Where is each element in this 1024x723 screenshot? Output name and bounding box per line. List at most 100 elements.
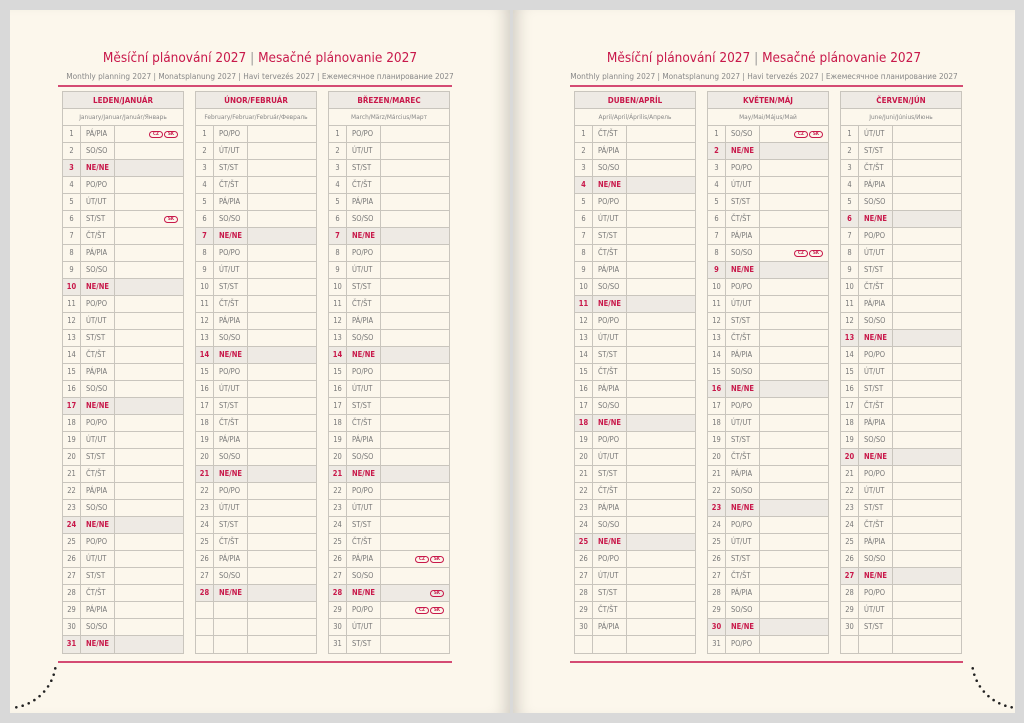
day-row[interactable]: 1 PÁ/PIA CZ SK bbox=[63, 126, 183, 143]
day-row[interactable]: 20 SO/SO bbox=[196, 449, 316, 466]
day-row[interactable]: 7 PO/PO bbox=[841, 228, 961, 245]
day-row[interactable]: 11 ČT/ŠT bbox=[329, 296, 449, 313]
day-row[interactable]: 24 ČT/ŠT bbox=[841, 517, 961, 534]
day-row[interactable]: 31 ST/ST bbox=[329, 636, 449, 653]
day-note-field[interactable] bbox=[760, 619, 828, 635]
day-row[interactable]: 22 PÁ/PIA bbox=[63, 483, 183, 500]
day-note-field[interactable] bbox=[893, 194, 961, 210]
day-note-field[interactable]: CZ SK bbox=[115, 126, 183, 142]
day-note-field[interactable] bbox=[381, 364, 449, 380]
day-note-field[interactable] bbox=[381, 245, 449, 261]
day-note-field[interactable]: CZ SK bbox=[760, 245, 828, 261]
day-note-field[interactable] bbox=[248, 585, 316, 601]
day-note-field[interactable] bbox=[893, 449, 961, 465]
day-row[interactable]: 1 PO/PO bbox=[329, 126, 449, 143]
day-row[interactable]: 5 ÚT/UT bbox=[63, 194, 183, 211]
day-note-field[interactable] bbox=[893, 143, 961, 159]
day-note-field[interactable] bbox=[115, 398, 183, 414]
day-row[interactable]: 26 ST/ST bbox=[708, 551, 828, 568]
day-note-field[interactable] bbox=[115, 432, 183, 448]
day-note-field[interactable]: SK bbox=[115, 211, 183, 227]
day-row[interactable]: 17 NE/NE bbox=[63, 398, 183, 415]
day-row[interactable]: 21 PO/PO bbox=[841, 466, 961, 483]
day-note-field[interactable] bbox=[115, 551, 183, 567]
day-note-field[interactable] bbox=[381, 177, 449, 193]
day-row[interactable]: 29 SO/SO bbox=[708, 602, 828, 619]
day-note-field[interactable] bbox=[248, 177, 316, 193]
day-note-field[interactable] bbox=[893, 483, 961, 499]
day-row[interactable]: 25 PO/PO bbox=[63, 534, 183, 551]
day-note-field[interactable] bbox=[893, 245, 961, 261]
day-note-field[interactable] bbox=[760, 262, 828, 278]
day-note-field[interactable] bbox=[760, 449, 828, 465]
day-note-field[interactable] bbox=[627, 551, 695, 567]
day-row[interactable]: 8 PO/PO bbox=[329, 245, 449, 262]
day-row[interactable]: 21 PÁ/PIA bbox=[708, 466, 828, 483]
day-row[interactable]: 22 ÚT/UT bbox=[841, 483, 961, 500]
day-row[interactable]: 16 ÚT/UT bbox=[196, 381, 316, 398]
day-row[interactable]: 14 ČT/ŠT bbox=[63, 347, 183, 364]
day-row[interactable]: 17 ST/ST bbox=[329, 398, 449, 415]
day-row[interactable]: 26 ÚT/UT bbox=[63, 551, 183, 568]
day-row[interactable]: 17 SO/SO bbox=[575, 398, 695, 415]
day-note-field[interactable] bbox=[115, 279, 183, 295]
day-note-field[interactable] bbox=[115, 364, 183, 380]
day-note-field[interactable] bbox=[893, 228, 961, 244]
day-row[interactable]: 14 NE/NE bbox=[196, 347, 316, 364]
day-note-field[interactable] bbox=[248, 364, 316, 380]
day-row[interactable]: 30 ÚT/UT bbox=[329, 619, 449, 636]
day-note-field[interactable] bbox=[760, 194, 828, 210]
day-note-field[interactable] bbox=[760, 279, 828, 295]
day-note-field[interactable]: CZ SK bbox=[760, 126, 828, 142]
day-note-field[interactable] bbox=[893, 398, 961, 414]
day-row[interactable]: 8 PÁ/PIA bbox=[63, 245, 183, 262]
day-note-field[interactable] bbox=[893, 568, 961, 584]
day-row[interactable]: 10 SO/SO bbox=[575, 279, 695, 296]
day-note-field[interactable] bbox=[381, 517, 449, 533]
day-note-field[interactable] bbox=[627, 364, 695, 380]
day-note-field[interactable] bbox=[893, 279, 961, 295]
day-note-field[interactable] bbox=[381, 279, 449, 295]
day-row[interactable]: 24 ST/ST bbox=[329, 517, 449, 534]
day-row[interactable]: 3 NE/NE bbox=[63, 160, 183, 177]
day-note-field[interactable] bbox=[115, 160, 183, 176]
day-note-field[interactable] bbox=[248, 160, 316, 176]
day-row[interactable]: 15 ÚT/UT bbox=[841, 364, 961, 381]
day-note-field[interactable] bbox=[893, 313, 961, 329]
day-note-field[interactable] bbox=[248, 398, 316, 414]
day-row[interactable]: 6 NE/NE bbox=[841, 211, 961, 228]
day-note-field[interactable] bbox=[760, 534, 828, 550]
day-note-field[interactable]: SK bbox=[381, 585, 449, 601]
day-row[interactable]: 9 ÚT/UT bbox=[329, 262, 449, 279]
day-row[interactable]: 1 ČT/ŠT bbox=[575, 126, 695, 143]
day-note-field[interactable] bbox=[115, 483, 183, 499]
day-note-field[interactable] bbox=[760, 585, 828, 601]
day-row[interactable]: 3 ČT/ŠT bbox=[841, 160, 961, 177]
day-note-field[interactable] bbox=[893, 330, 961, 346]
day-note-field[interactable] bbox=[893, 160, 961, 176]
day-row[interactable]: 9 PÁ/PIA bbox=[575, 262, 695, 279]
day-note-field[interactable] bbox=[627, 228, 695, 244]
day-note-field[interactable] bbox=[381, 449, 449, 465]
day-row[interactable]: 13 ČT/ŠT bbox=[708, 330, 828, 347]
day-note-field[interactable] bbox=[627, 432, 695, 448]
day-note-field[interactable]: CZ SK bbox=[381, 551, 449, 567]
day-row[interactable]: 22 PO/PO bbox=[329, 483, 449, 500]
day-row[interactable]: 28 ČT/ŠT bbox=[63, 585, 183, 602]
day-note-field[interactable] bbox=[115, 517, 183, 533]
day-row[interactable]: 22 ČT/ŠT bbox=[575, 483, 695, 500]
day-note-field[interactable] bbox=[627, 296, 695, 312]
day-note-field[interactable] bbox=[627, 381, 695, 397]
day-row[interactable]: 29 PO/PO CZ SK bbox=[329, 602, 449, 619]
day-note-field[interactable] bbox=[115, 500, 183, 516]
day-note-field[interactable] bbox=[248, 143, 316, 159]
day-row[interactable]: 12 PÁ/PIA bbox=[329, 313, 449, 330]
day-row[interactable]: 27 ČT/ŠT bbox=[708, 568, 828, 585]
day-row[interactable]: 13 ST/ST bbox=[63, 330, 183, 347]
day-row[interactable]: 20 NE/NE bbox=[841, 449, 961, 466]
day-row[interactable]: 21 ČT/ŠT bbox=[63, 466, 183, 483]
day-row[interactable]: 23 ÚT/UT bbox=[329, 500, 449, 517]
day-note-field[interactable] bbox=[627, 500, 695, 516]
day-row[interactable]: 8 SO/SO CZ SK bbox=[708, 245, 828, 262]
day-row[interactable]: 30 SO/SO bbox=[63, 619, 183, 636]
